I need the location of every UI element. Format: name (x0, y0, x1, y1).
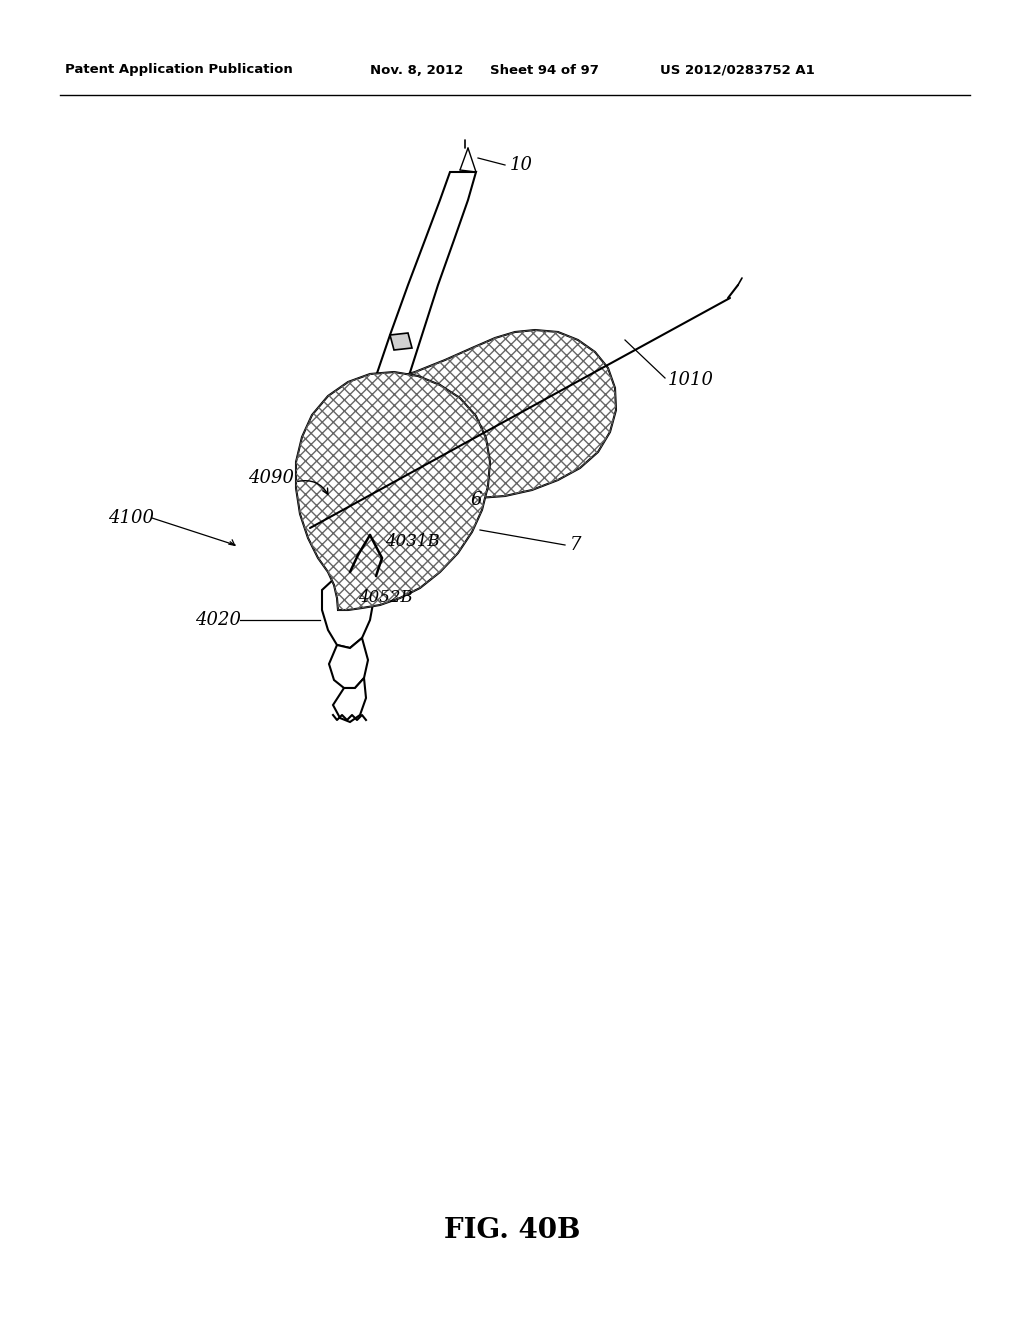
Polygon shape (329, 638, 368, 688)
Text: 4090: 4090 (248, 469, 294, 487)
Text: Sheet 94 of 97: Sheet 94 of 97 (490, 63, 599, 77)
Text: 4020: 4020 (195, 611, 241, 630)
Polygon shape (332, 172, 476, 539)
Text: 6: 6 (470, 491, 481, 510)
Text: 7: 7 (570, 536, 582, 554)
Polygon shape (296, 372, 490, 610)
Text: 4052B: 4052B (358, 590, 413, 606)
Text: Nov. 8, 2012: Nov. 8, 2012 (370, 63, 463, 77)
Polygon shape (390, 333, 412, 350)
Polygon shape (347, 577, 382, 605)
Text: 4031B: 4031B (385, 533, 439, 550)
Text: FIG. 40B: FIG. 40B (443, 1217, 581, 1243)
Text: 4100: 4100 (108, 510, 154, 527)
Polygon shape (322, 578, 374, 648)
Polygon shape (355, 330, 616, 540)
Polygon shape (333, 678, 366, 722)
Polygon shape (328, 539, 373, 582)
Text: 10: 10 (510, 156, 534, 174)
Text: Patent Application Publication: Patent Application Publication (65, 63, 293, 77)
Text: 1010: 1010 (668, 371, 714, 389)
Text: US 2012/0283752 A1: US 2012/0283752 A1 (660, 63, 815, 77)
